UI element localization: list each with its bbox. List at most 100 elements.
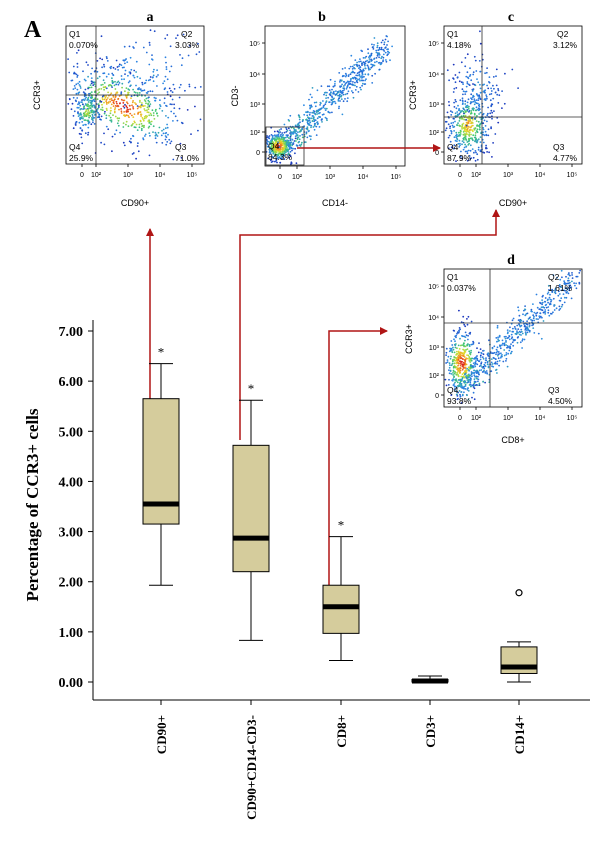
event-dot [578, 282, 581, 285]
event-dot [457, 104, 459, 107]
quadrant-q4-value: 25.9% [69, 153, 94, 163]
panel-label-d: d [507, 253, 515, 268]
plot-frame [443, 25, 583, 165]
event-dot [105, 114, 108, 117]
event-dot [168, 70, 171, 73]
event-dot [182, 33, 185, 36]
event-dot [459, 99, 462, 102]
event-dot [467, 398, 470, 401]
event-dot [77, 82, 79, 85]
event-dot [538, 316, 541, 319]
event-dot [343, 89, 346, 91]
event-dot [141, 125, 144, 128]
event-dot [362, 69, 365, 72]
event-dot [276, 136, 278, 139]
event-dot [464, 345, 467, 348]
event-dot [315, 101, 318, 104]
event-dot [462, 133, 465, 136]
event-dot [272, 134, 274, 137]
event-dot [359, 86, 362, 89]
event-dot [287, 127, 290, 130]
event-dot [91, 95, 94, 97]
event-dot [518, 323, 520, 326]
event-dot [477, 375, 479, 378]
event-dot [453, 101, 455, 104]
event-dot [358, 67, 360, 70]
event-dot [523, 323, 525, 325]
event-dot [179, 54, 181, 56]
event-dot [490, 90, 493, 92]
event-dot [311, 120, 314, 122]
event-dot [188, 83, 191, 86]
event-dot [123, 106, 126, 109]
event-dot [275, 148, 278, 150]
event-dot [458, 331, 460, 333]
event-dot [310, 104, 313, 107]
event-dot [456, 350, 458, 353]
event-dot [473, 55, 476, 58]
event-dot [461, 110, 464, 112]
event-dot [92, 119, 94, 122]
event-dot [497, 357, 500, 360]
event-dot [101, 58, 104, 61]
event-dot [460, 61, 463, 64]
box-2: * [232, 381, 270, 641]
event-dot [322, 113, 325, 116]
event-dot [96, 110, 98, 113]
event-dot [479, 136, 482, 139]
event-dot [347, 74, 350, 76]
event-dot [519, 331, 522, 334]
event-dot [472, 362, 475, 365]
event-dot [536, 306, 539, 309]
event-dot [132, 107, 135, 110]
x-tick-label: 10⁴ [535, 415, 546, 422]
event-dot [84, 79, 87, 82]
event-dot [503, 354, 506, 357]
x-tick-label: 10³ [503, 172, 514, 179]
event-dot [474, 357, 477, 360]
event-dot [109, 119, 112, 122]
event-dot [117, 124, 120, 127]
event-dot [339, 100, 341, 102]
event-dot [547, 311, 550, 314]
event-dot [497, 88, 499, 90]
event-dot [292, 131, 295, 133]
event-dot [361, 73, 364, 76]
event-dot [468, 138, 470, 141]
event-dot [354, 89, 357, 91]
event-dot [468, 356, 471, 358]
event-dot [382, 53, 385, 56]
event-dot [453, 372, 456, 375]
event-dot [114, 133, 116, 136]
event-dot [370, 66, 373, 69]
event-dot [137, 111, 140, 114]
event-dot [569, 284, 572, 287]
event-dot [282, 133, 284, 136]
event-dot [452, 126, 455, 128]
event-dot [96, 109, 98, 111]
event-dot [452, 372, 454, 374]
event-dot [491, 156, 493, 158]
event-dot [469, 158, 471, 160]
quadrant-name: Q1 [447, 29, 459, 39]
event-dot [165, 132, 168, 134]
event-dot [462, 342, 465, 345]
event-dot [356, 61, 358, 64]
event-dot [479, 70, 482, 73]
event-dot [270, 139, 272, 142]
event-dot [454, 381, 456, 384]
event-dot [456, 381, 459, 384]
event-dot [130, 68, 133, 71]
x-tick-label: CD3+ [423, 715, 438, 748]
event-dot [554, 292, 557, 295]
event-dot [473, 151, 475, 154]
event-dot [85, 61, 88, 64]
event-dot [497, 354, 499, 357]
event-dot [481, 365, 483, 368]
event-dot [511, 319, 514, 322]
event-dot [123, 111, 125, 113]
event-dot [282, 146, 284, 149]
event-dot [497, 89, 500, 92]
event-dot [461, 140, 464, 143]
event-dot [453, 388, 456, 390]
